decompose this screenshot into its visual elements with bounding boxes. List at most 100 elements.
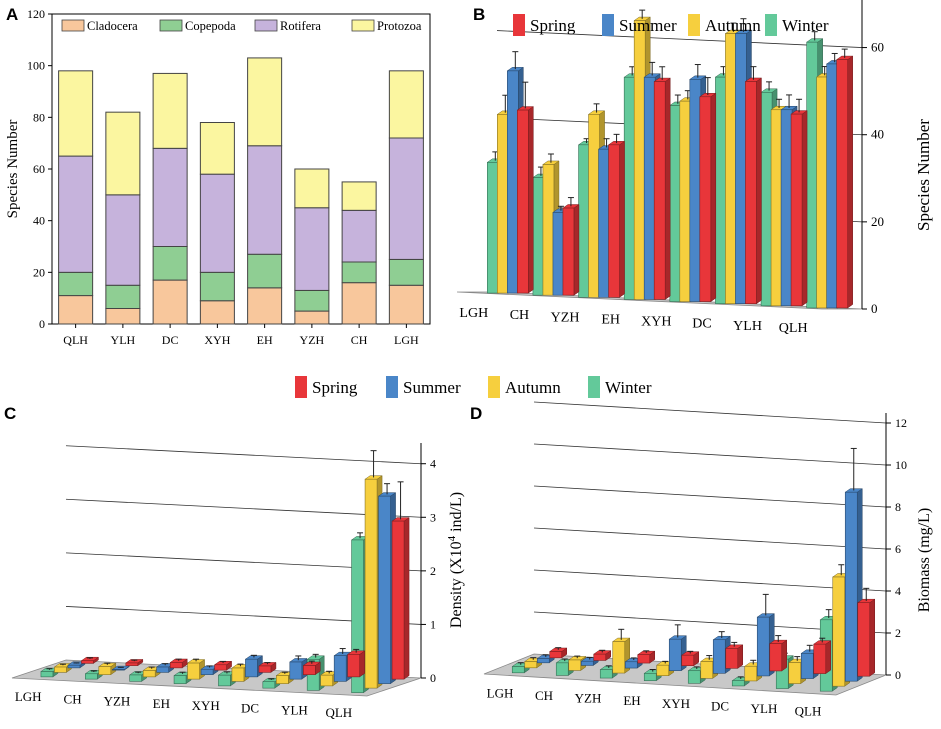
a-bar-protozoa	[247, 57, 283, 147]
d-bar-spring	[769, 643, 783, 672]
b-bar-winter	[806, 41, 818, 309]
a-legend-swatch	[159, 19, 183, 32]
b-xtick-label: YLH	[733, 319, 762, 334]
c-gridline	[65, 445, 422, 465]
d-ytick-label: 12	[895, 416, 907, 430]
c-ytick-label: 3	[430, 510, 436, 524]
panel-d-ylabel: Biomass (mg/L)	[916, 508, 933, 612]
c-bar-summer	[67, 664, 81, 669]
b-xtick-label: LGH	[459, 306, 488, 321]
d-bar-spring	[593, 653, 607, 661]
panel-a: Species Number 0 20 40 60 80 100 120 QLH YLH DC X…	[5, 7, 431, 347]
d-bar-winter	[687, 670, 701, 684]
a-bar-cladocera	[105, 308, 141, 325]
b-bar-spring	[745, 81, 757, 304]
d-bar-autumn	[612, 641, 626, 674]
d-bar-spring-side	[781, 639, 787, 672]
panel-b: LGH CH YZH EH XYH DC YLH QLH 0 20 40 60 Spring Summ…	[456, 0, 933, 336]
c-bar-autumn	[276, 675, 289, 684]
d-ytick-label: 10	[895, 458, 907, 472]
b-bar-winter	[487, 162, 499, 294]
d-ytick-label: 8	[895, 500, 901, 514]
c-gridline	[65, 498, 422, 518]
cd-legend-label-spring: Spring	[312, 378, 358, 397]
a-bar-protozoa	[105, 111, 141, 196]
b-ytick-label: 0	[871, 301, 878, 316]
c-bar-spring-side	[359, 650, 365, 678]
b-bar-winter	[760, 92, 773, 307]
d-bar-autumn	[524, 661, 538, 669]
a-bar-cladocera	[199, 300, 235, 325]
b-bar-spring	[790, 113, 803, 307]
d-xtick-label: XYH	[662, 696, 690, 711]
a-bar-copepoda	[152, 246, 188, 281]
d-xtick-label: DC	[711, 698, 729, 713]
panel-label-d: D	[470, 404, 482, 423]
c-bar-summer	[289, 661, 303, 680]
c-bar-winter	[218, 674, 231, 687]
cd-legend-swatch-winter	[588, 376, 600, 398]
b-legend-swatch-autumn	[688, 14, 700, 36]
a-xtick-label: QLH	[63, 333, 88, 347]
b-bar-spring	[699, 96, 712, 302]
a-bar-rotifera	[152, 147, 188, 247]
c-bar-spring	[169, 662, 183, 669]
d-bar-spring	[681, 654, 695, 666]
a-bar-protozoa	[199, 122, 235, 175]
d-bar-summer	[712, 639, 726, 674]
a-ytick-label: 60	[33, 162, 45, 176]
b-gridline	[496, 30, 863, 48]
d-bar-winter	[731, 680, 745, 687]
a-legend-label: Copepoda	[185, 19, 236, 33]
a-bar-protozoa	[58, 70, 94, 157]
b-ytick-label: 40	[871, 127, 884, 142]
c-bar-spring	[81, 660, 94, 664]
panel-c-ylabel-main: Density (X10	[448, 541, 465, 628]
b-xtick-label: XYH	[641, 315, 671, 330]
panel-label-b: B	[473, 5, 485, 24]
c-bar-autumn	[142, 670, 156, 678]
b-bar-autumn	[816, 76, 828, 309]
b-bar-summer	[689, 79, 702, 302]
a-bar-cladocera	[58, 295, 94, 325]
d-ytick-label: 2	[895, 626, 901, 640]
b-bar-spring-side	[801, 110, 808, 307]
d-bar-spring-side	[825, 640, 831, 675]
c-bar-winter	[262, 681, 276, 689]
a-bar-copepoda	[58, 271, 94, 297]
a-bar-copepoda	[105, 284, 141, 309]
c-bar-spring	[214, 664, 227, 671]
a-bar-rotifera	[247, 145, 283, 255]
b-bar-spring-side	[710, 92, 717, 303]
a-legend-swatch	[254, 19, 278, 32]
d-xtick-label: QLH	[795, 704, 822, 719]
c-xtick-label: DC	[241, 700, 259, 715]
b-bar-autumn	[588, 114, 600, 298]
a-xtick-label: DC	[162, 333, 179, 347]
a-xtick-label: LGH	[394, 333, 419, 347]
panel-a-ylabel: Species Number	[5, 120, 21, 219]
a-ytick-label: 40	[33, 214, 45, 228]
b-bar-summer	[507, 70, 519, 294]
c-xtick-label: LGH	[15, 689, 42, 704]
b-legend-label-autumn: Autumn	[705, 16, 761, 35]
b-bar-winter	[669, 105, 682, 302]
d-bar-spring	[549, 651, 563, 659]
a-bar-cladocera	[388, 284, 424, 325]
d-bar-winter	[511, 666, 525, 674]
panel-c: LGH CH YZH EH XYH DC YLH QLH 0 1 2 3 4 Density (X10…	[11, 443, 465, 720]
a-legend-label: Protozoa	[377, 19, 422, 33]
d-gridline	[533, 401, 887, 424]
c-ytick-label: 4	[430, 457, 436, 471]
a-bar-copepoda	[247, 253, 283, 289]
d-bar-spring	[857, 602, 871, 677]
a-legend-swatch	[351, 19, 375, 32]
b-bar-summer	[826, 63, 838, 309]
d-bar-winter	[599, 669, 613, 679]
c-xtick-label: QLH	[325, 705, 352, 720]
c-bar-summer	[200, 668, 214, 675]
a-xtick-label: YZH	[300, 333, 325, 347]
d-ytick-label: 6	[895, 542, 901, 556]
c-bar-spring	[125, 662, 139, 666]
b-bar-autumn	[497, 114, 509, 294]
